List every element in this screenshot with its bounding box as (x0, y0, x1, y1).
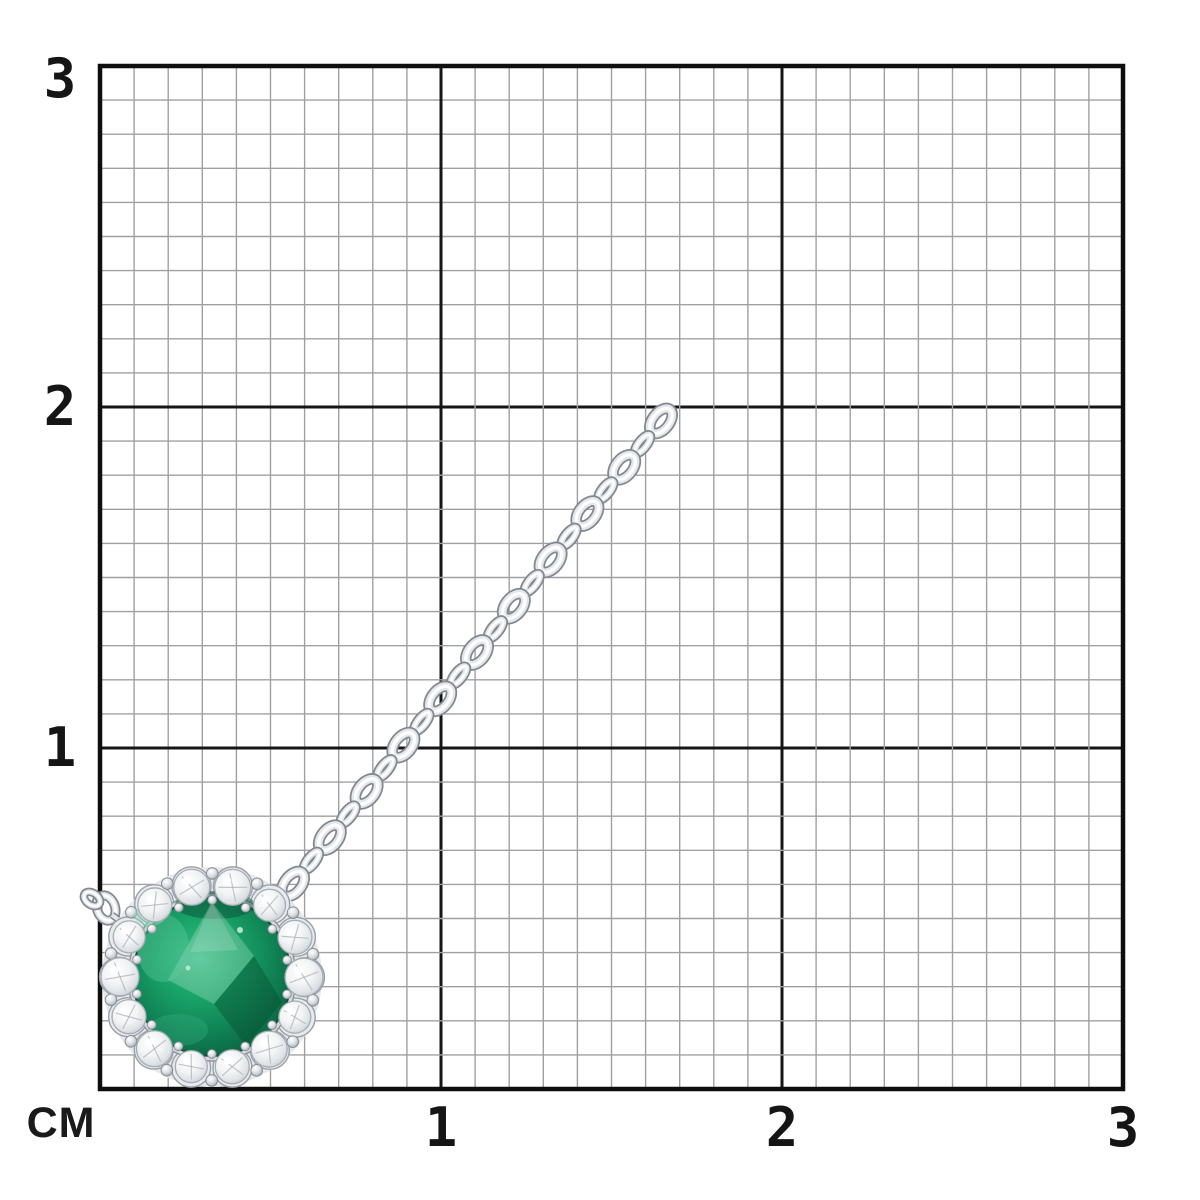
metal-bead (173, 1041, 184, 1052)
metal-bead (146, 1020, 157, 1030)
metal-bead (205, 1074, 219, 1087)
metal-bead (286, 1035, 300, 1049)
metal-bead (132, 989, 142, 999)
metal-bead (207, 895, 218, 905)
necklace-chain (79, 402, 678, 931)
metal-bead (240, 1041, 251, 1052)
metal-bead (147, 923, 157, 934)
metal-bead (250, 1064, 263, 1077)
metal-bead (240, 902, 251, 913)
metal-bead (282, 989, 292, 1000)
metal-bead (206, 1049, 217, 1059)
metal-bead (160, 1063, 174, 1077)
metal-bead (282, 955, 292, 965)
metal-bead (124, 1035, 138, 1048)
chain-hook-link (79, 887, 105, 911)
metal-bead (250, 877, 264, 891)
metal-bead (124, 905, 138, 919)
metal-bead (161, 877, 174, 890)
metal-bead (173, 902, 184, 913)
metal-bead (132, 954, 142, 965)
metal-bead (267, 1020, 277, 1031)
metal-bead (205, 867, 219, 880)
metal-bead (267, 924, 278, 934)
metal-bead (286, 906, 300, 919)
emerald-pendant (98, 866, 326, 1088)
